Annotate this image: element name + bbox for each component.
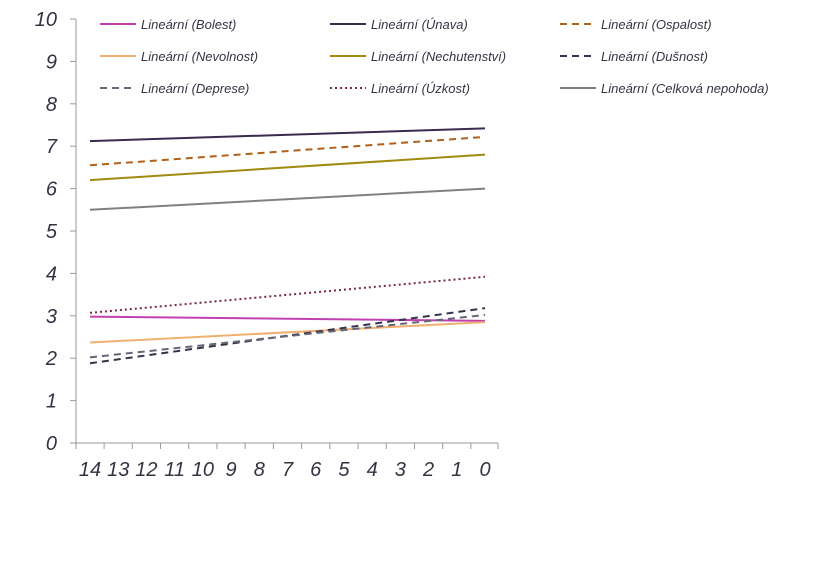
x-tick-label: 5 — [338, 459, 350, 481]
y-tick-label: 6 — [46, 179, 58, 201]
series-line — [89, 307, 486, 365]
x-tick-label: 8 — [254, 459, 265, 481]
series-line — [89, 135, 486, 167]
legend-label: Lineární (Dušnost) — [601, 49, 708, 64]
x-tick-label: 11 — [164, 459, 185, 481]
x-tick-label: 10 — [192, 459, 214, 481]
x-tick-label: 1 — [451, 459, 462, 481]
x-tick-label: 4 — [367, 459, 378, 481]
x-axis-ticks: 14 13 12 11 10 9 8 7 6 5 4 3 2 1 0 — [75, 443, 499, 481]
y-tick-label: 0 — [46, 433, 57, 455]
legend-label: Lineární (Úzkost) — [371, 81, 470, 96]
y-axis-ticks: 0 1 2 3 4 5 6 7 8 9 10 — [35, 9, 76, 455]
y-tick-label: 9 — [46, 51, 57, 73]
series-line — [89, 315, 486, 322]
x-tick-label: 13 — [107, 459, 129, 481]
x-tick-label: 0 — [479, 459, 490, 481]
x-tick-label: 6 — [310, 459, 322, 481]
legend-label: Lineární (Únava) — [371, 17, 468, 32]
x-tick-label: 7 — [282, 459, 294, 481]
legend-label: Lineární (Bolest) — [141, 17, 236, 32]
x-tick-label: 3 — [395, 459, 406, 481]
x-tick-label: 12 — [135, 459, 157, 481]
legend-label: Lineární (Ospalost) — [601, 17, 712, 32]
y-tick-label: 5 — [46, 221, 58, 243]
y-tick-label: 7 — [46, 136, 58, 158]
x-tick-label: 9 — [226, 459, 237, 481]
trend-lines — [89, 127, 486, 365]
y-tick-label: 3 — [46, 306, 57, 328]
legend: Lineární (Bolest) Lineární (Únava) Lineárn… — [100, 17, 769, 96]
legend-label: Lineární (Nevolnost) — [141, 49, 258, 64]
x-tick-label: 2 — [422, 459, 434, 481]
y-tick-label: 4 — [46, 263, 57, 285]
series-line — [89, 127, 486, 143]
series-line — [89, 321, 486, 344]
x-tick-label: 14 — [79, 459, 101, 481]
series-line — [89, 313, 486, 359]
series-line — [89, 275, 486, 314]
legend-label: Lineární (Nechutenství) — [371, 49, 506, 64]
series-line — [89, 187, 486, 211]
y-tick-label: 2 — [45, 348, 57, 370]
y-tick-label: 8 — [46, 94, 57, 116]
series-line — [89, 153, 486, 182]
legend-label: Lineární (Celková nepohoda) — [601, 81, 769, 96]
y-tick-label: 10 — [35, 9, 57, 31]
legend-label: Lineární (Deprese) — [141, 81, 249, 96]
y-tick-label: 1 — [46, 391, 57, 413]
